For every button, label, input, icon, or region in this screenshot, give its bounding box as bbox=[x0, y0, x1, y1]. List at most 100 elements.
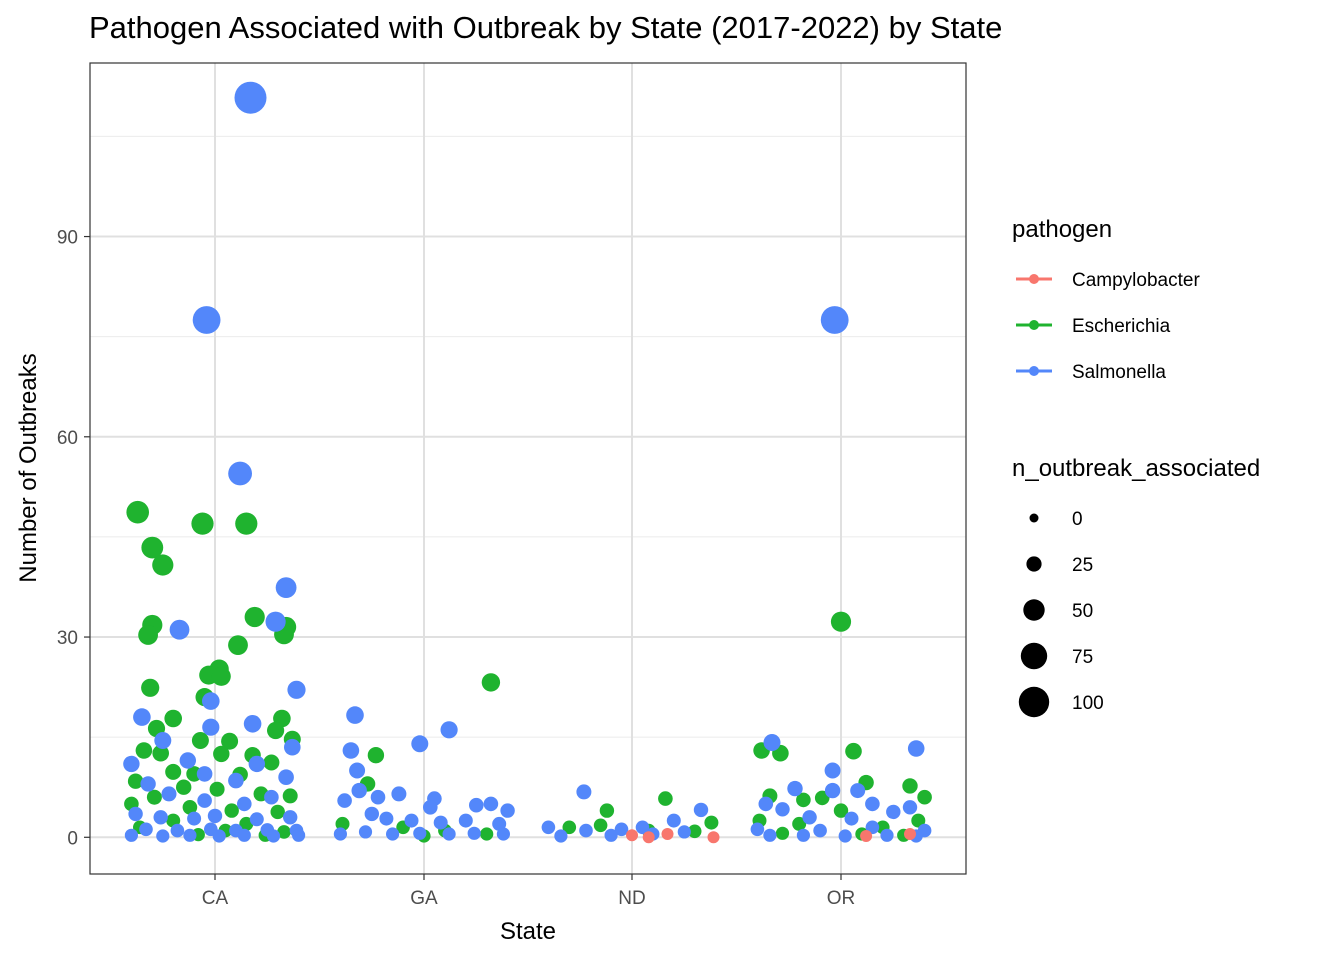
data-point bbox=[282, 788, 298, 804]
data-point bbox=[140, 776, 156, 792]
data-point bbox=[442, 827, 456, 841]
data-point bbox=[763, 734, 781, 751]
data-point bbox=[379, 811, 394, 826]
data-point bbox=[367, 747, 385, 764]
data-point bbox=[239, 816, 254, 831]
data-point bbox=[483, 796, 499, 812]
data-point bbox=[335, 816, 350, 831]
data-point bbox=[154, 732, 172, 749]
x-tick-label: CA bbox=[202, 888, 229, 909]
data-point bbox=[576, 784, 592, 800]
data-point bbox=[704, 815, 719, 830]
data-point bbox=[423, 800, 438, 815]
data-point bbox=[911, 813, 926, 828]
data-point bbox=[865, 820, 880, 835]
data-point bbox=[237, 828, 251, 842]
data-point bbox=[838, 829, 852, 843]
y-tick-label: 0 bbox=[67, 828, 78, 849]
series-salmonella bbox=[123, 81, 932, 843]
legend-key-dot bbox=[1029, 320, 1039, 330]
data-point bbox=[139, 822, 153, 837]
data-point bbox=[433, 815, 448, 830]
data-point bbox=[202, 718, 220, 736]
size-legend-title: n_outbreak_associated bbox=[1012, 455, 1260, 482]
data-point bbox=[176, 779, 192, 795]
data-point bbox=[661, 828, 674, 840]
size-legend-dot bbox=[1018, 686, 1050, 718]
data-point bbox=[126, 500, 149, 524]
data-point bbox=[404, 813, 419, 828]
size-legend-item: 0 bbox=[1029, 509, 1083, 530]
size-legend-item: 75 bbox=[1020, 642, 1093, 670]
data-point bbox=[213, 745, 230, 763]
data-point bbox=[161, 786, 177, 802]
data-point bbox=[170, 823, 185, 838]
x-tick-label: ND bbox=[618, 888, 645, 909]
data-point bbox=[677, 825, 691, 839]
data-point bbox=[164, 709, 182, 728]
size-legend-label: 100 bbox=[1072, 693, 1104, 714]
data-point bbox=[264, 789, 279, 805]
data-point bbox=[138, 625, 159, 645]
legend-key-dot bbox=[1029, 366, 1039, 376]
data-point bbox=[358, 825, 373, 839]
data-point bbox=[562, 820, 577, 835]
data-point bbox=[287, 680, 306, 699]
data-point bbox=[792, 816, 807, 831]
legend-key-dot bbox=[1029, 274, 1039, 284]
data-point bbox=[191, 732, 209, 749]
data-point bbox=[860, 830, 873, 842]
data-point bbox=[775, 802, 790, 817]
data-point bbox=[824, 762, 841, 779]
data-point bbox=[228, 772, 244, 789]
data-point bbox=[481, 673, 501, 692]
data-point bbox=[337, 793, 352, 808]
data-point bbox=[292, 828, 306, 842]
data-point bbox=[707, 831, 720, 844]
data-point bbox=[263, 754, 280, 771]
data-point bbox=[865, 796, 880, 812]
x-axis-title: State bbox=[500, 918, 556, 945]
color-legend-title: pathogen bbox=[1012, 216, 1112, 243]
data-point bbox=[207, 808, 223, 824]
data-point bbox=[191, 512, 214, 535]
data-point bbox=[221, 732, 239, 750]
data-point bbox=[179, 752, 196, 769]
data-point bbox=[658, 791, 673, 806]
data-point bbox=[642, 831, 655, 844]
data-point bbox=[192, 306, 221, 334]
data-point bbox=[796, 828, 811, 842]
data-point bbox=[249, 812, 264, 827]
data-point bbox=[141, 536, 164, 559]
size-legend-label: 25 bbox=[1072, 555, 1093, 576]
y-axis-title: Number of Outbreaks bbox=[15, 353, 42, 582]
data-point bbox=[787, 780, 803, 797]
data-point bbox=[554, 829, 568, 843]
data-point bbox=[775, 826, 790, 840]
data-point bbox=[758, 796, 774, 812]
data-point bbox=[886, 804, 901, 820]
data-point bbox=[480, 827, 494, 841]
data-point bbox=[141, 678, 160, 697]
data-point bbox=[133, 708, 151, 726]
data-point bbox=[244, 606, 265, 628]
data-point bbox=[278, 769, 294, 785]
data-point bbox=[604, 828, 618, 842]
data-point bbox=[904, 828, 916, 840]
size-legend-dot bbox=[1020, 642, 1048, 670]
data-point bbox=[907, 740, 925, 757]
data-point bbox=[593, 818, 608, 833]
size-legend-item: 25 bbox=[1026, 555, 1093, 576]
data-point bbox=[152, 554, 174, 576]
data-point bbox=[169, 619, 190, 640]
y-axis: 0 30 60 90 bbox=[57, 228, 90, 849]
data-point bbox=[196, 766, 213, 782]
data-point bbox=[182, 800, 198, 815]
x-tick-label: GA bbox=[410, 888, 438, 909]
data-point bbox=[440, 721, 458, 739]
data-point bbox=[411, 735, 429, 753]
data-point bbox=[153, 810, 168, 825]
legend-label: Salmonella bbox=[1072, 362, 1166, 383]
